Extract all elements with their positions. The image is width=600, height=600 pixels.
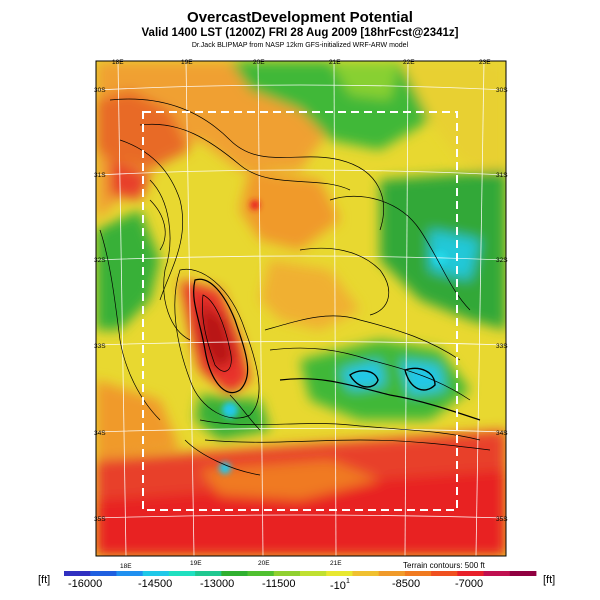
field-cyan-east (430, 230, 480, 280)
field-orange-central (240, 170, 340, 250)
lat-label-right: 33S (496, 343, 508, 350)
colorbar-tick-label: -14500 (138, 578, 172, 590)
colorbar-swatch (90, 571, 117, 576)
field-lightgreen-north (330, 61, 400, 100)
lat-label-left: 30S (94, 87, 106, 94)
colorbar-swatch (404, 571, 432, 576)
subdomain-boundary-box (142, 111, 458, 511)
lon-label-top: 18E (112, 59, 124, 66)
lon-label-top: 22E (403, 59, 415, 66)
colorbar-swatch (273, 571, 301, 576)
lon-label-bottom: 21E (330, 560, 342, 567)
colorbar-swatch (326, 571, 353, 576)
colorbar-swatch (142, 571, 170, 576)
colorbar-swatch (483, 571, 511, 576)
field-cyan-south (340, 360, 385, 390)
colorbar: [ft] [ft] -16000 -14500 -13000 -11500 -1… (38, 571, 555, 592)
overcast-potential-field (96, 61, 506, 556)
colorbar-unit-left: [ft] (38, 574, 50, 586)
field-green-south (300, 340, 470, 420)
colorbar-tick-label: -10 (330, 580, 346, 592)
colorbar-swatch (247, 571, 275, 576)
map-title: OvercastDevelopment Potential (187, 9, 413, 26)
lat-labels-right: 30S 31S 32S 33S 34S 35S (496, 87, 508, 523)
lon-label-bottom: 19E (190, 560, 202, 567)
colorbar-tick-label: -16000 (68, 578, 102, 590)
colorbar-unit-right: [ft] (543, 574, 555, 586)
colorbar-swatch (64, 571, 91, 576)
colorbar-swatch (431, 571, 458, 576)
lat-label-left: 32S (94, 257, 106, 264)
field-cyan-spot-1 (222, 402, 238, 418)
colorbar-swatch (300, 571, 327, 576)
lon-labels-bottom: 18E 19E 20E 21E (120, 560, 342, 570)
lat-label-left: 35S (94, 516, 106, 523)
lon-label-bottom: 20E (258, 560, 270, 567)
colorbar-swatch (168, 571, 196, 576)
map-frame (95, 60, 507, 557)
colorbar-tick-superscript: 1 (346, 578, 350, 585)
colorbar-swatch (221, 571, 248, 576)
lat-label-left: 33S (94, 343, 106, 350)
terrain-contours (99, 98, 491, 476)
colorbar-swatch (116, 571, 144, 576)
lon-label-top: 20E (253, 59, 265, 66)
field-orange-sea-west (96, 380, 180, 460)
colorbar-tick-label: -11500 (262, 578, 295, 590)
lon-label-top: 21E (329, 59, 341, 66)
colorbar-swatches (64, 571, 537, 576)
field-red-spot (250, 200, 260, 210)
lat-label-right: 35S (496, 516, 508, 523)
colorbar-swatch (352, 571, 380, 576)
field-cyan-spot-2 (219, 462, 231, 474)
lat-label-right: 30S (496, 87, 508, 94)
lat-lon-grid (96, 61, 506, 556)
colorbar-swatch (457, 571, 484, 576)
colorbar-tick-label: -7000 (455, 578, 483, 590)
field-dark-red-core (200, 300, 235, 370)
colorbar-swatch (509, 571, 537, 576)
lat-label-right: 31S (496, 172, 508, 179)
lat-labels-left: 30S 31S 32S 33S 34S 35S (94, 87, 106, 523)
map-subtitle: Valid 1400 LST (1200Z) FRI 28 Aug 2009 [… (141, 27, 459, 39)
colorbar-tick-label: -8500 (392, 578, 420, 590)
lon-labels-top: 18E 19E 20E 21E 22E 23E (112, 59, 491, 66)
lat-label-left: 34S (94, 430, 106, 437)
model-source-line: Dr.Jack BLIPMAP from NASP 12km GFS-initi… (191, 42, 409, 49)
colorbar-swatch (378, 571, 406, 576)
lat-label-left: 31S (94, 172, 106, 179)
lat-label-right: 34S (496, 430, 508, 437)
field-red-sea-deep (96, 470, 506, 556)
field-orange-sea-patch (200, 460, 380, 500)
lat-label-right: 32S (496, 257, 508, 264)
lon-label-top: 19E (181, 59, 193, 66)
colorbar-swatch (195, 571, 222, 576)
field-yellow-northeast (400, 61, 506, 180)
colorbar-tick-label: -13000 (200, 578, 234, 590)
lon-label-bottom: 18E (120, 563, 132, 570)
terrain-contour-note: Terrain contours: 500 ft (403, 561, 486, 570)
lon-label-top: 23E (479, 59, 491, 66)
